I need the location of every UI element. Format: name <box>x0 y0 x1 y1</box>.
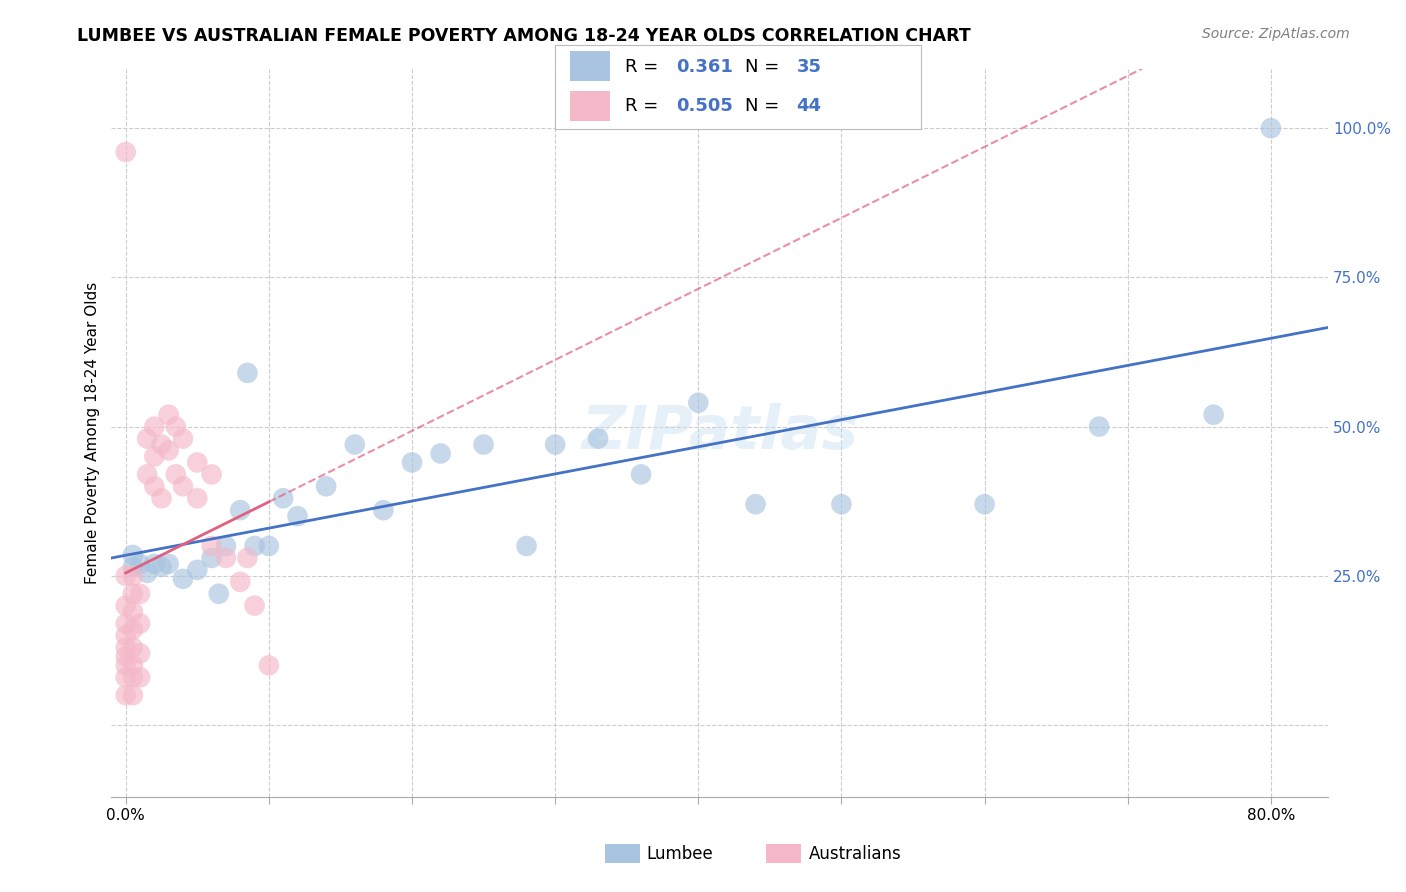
Text: ZIPatlas: ZIPatlas <box>581 403 858 462</box>
Point <box>136 432 159 446</box>
Text: Source: ZipAtlas.com: Source: ZipAtlas.com <box>1202 27 1350 41</box>
Point <box>271 491 294 506</box>
Point <box>343 437 366 451</box>
Point <box>515 539 537 553</box>
Point <box>122 640 145 655</box>
Point <box>122 670 145 684</box>
Point <box>688 396 710 410</box>
Point <box>236 366 259 380</box>
Point <box>186 455 208 469</box>
Text: R =: R = <box>624 58 664 76</box>
Point <box>401 455 423 469</box>
Point <box>114 658 136 673</box>
Text: Australians: Australians <box>808 845 901 863</box>
Point <box>129 647 152 661</box>
Text: 0.361: 0.361 <box>676 58 733 76</box>
Point <box>150 560 173 574</box>
Point <box>114 599 136 613</box>
Point <box>114 688 136 702</box>
Point <box>122 548 145 562</box>
Point <box>157 557 180 571</box>
Point <box>114 569 136 583</box>
Point <box>215 550 238 565</box>
Point <box>122 587 145 601</box>
Point <box>122 658 145 673</box>
Point <box>186 491 208 506</box>
Point <box>143 450 166 464</box>
Point <box>257 539 280 553</box>
Point <box>186 563 208 577</box>
Point <box>150 437 173 451</box>
Point <box>122 688 145 702</box>
Point <box>122 560 145 574</box>
Point <box>201 550 224 565</box>
Point <box>157 408 180 422</box>
Point <box>143 557 166 571</box>
Text: R =: R = <box>624 96 664 114</box>
Point <box>215 539 238 553</box>
Point <box>544 437 567 451</box>
Point <box>165 419 187 434</box>
Point <box>243 599 266 613</box>
Point <box>165 467 187 482</box>
Bar <box>569 52 610 81</box>
Point <box>229 574 252 589</box>
Point <box>150 491 173 506</box>
Point <box>1202 408 1225 422</box>
Point <box>236 550 259 565</box>
Point <box>114 145 136 159</box>
Point <box>129 616 152 631</box>
Point <box>129 557 152 571</box>
Point <box>201 467 224 482</box>
Point <box>157 443 180 458</box>
Point <box>472 437 495 451</box>
Point <box>744 497 766 511</box>
Point <box>973 497 995 511</box>
Point <box>229 503 252 517</box>
Text: 44: 44 <box>797 96 821 114</box>
Point <box>129 587 152 601</box>
Point <box>287 509 309 524</box>
Point <box>586 432 609 446</box>
Point <box>373 503 395 517</box>
Point <box>114 670 136 684</box>
Point <box>143 479 166 493</box>
Text: 35: 35 <box>797 58 821 76</box>
Point <box>122 605 145 619</box>
Point <box>129 670 152 684</box>
Point <box>429 446 451 460</box>
Point <box>201 539 224 553</box>
Point <box>1260 121 1282 136</box>
Point <box>315 479 337 493</box>
Text: LUMBEE VS AUSTRALIAN FEMALE POVERTY AMONG 18-24 YEAR OLDS CORRELATION CHART: LUMBEE VS AUSTRALIAN FEMALE POVERTY AMON… <box>77 27 972 45</box>
Point <box>114 649 136 664</box>
Point <box>136 566 159 580</box>
Point <box>172 572 194 586</box>
Point <box>830 497 852 511</box>
Point <box>136 467 159 482</box>
Point <box>1088 419 1111 434</box>
Y-axis label: Female Poverty Among 18-24 Year Olds: Female Poverty Among 18-24 Year Olds <box>86 282 100 583</box>
Text: Lumbee: Lumbee <box>647 845 713 863</box>
Point <box>122 569 145 583</box>
Point <box>630 467 652 482</box>
Text: N =: N = <box>745 58 786 76</box>
Point <box>172 479 194 493</box>
Point <box>114 616 136 631</box>
Bar <box>569 91 610 120</box>
Point <box>257 658 280 673</box>
Point <box>114 628 136 642</box>
Point <box>114 640 136 655</box>
Point <box>243 539 266 553</box>
Text: 0.505: 0.505 <box>676 96 733 114</box>
Point <box>143 419 166 434</box>
Point <box>122 623 145 637</box>
Text: N =: N = <box>745 96 786 114</box>
Point <box>172 432 194 446</box>
Point <box>208 587 231 601</box>
